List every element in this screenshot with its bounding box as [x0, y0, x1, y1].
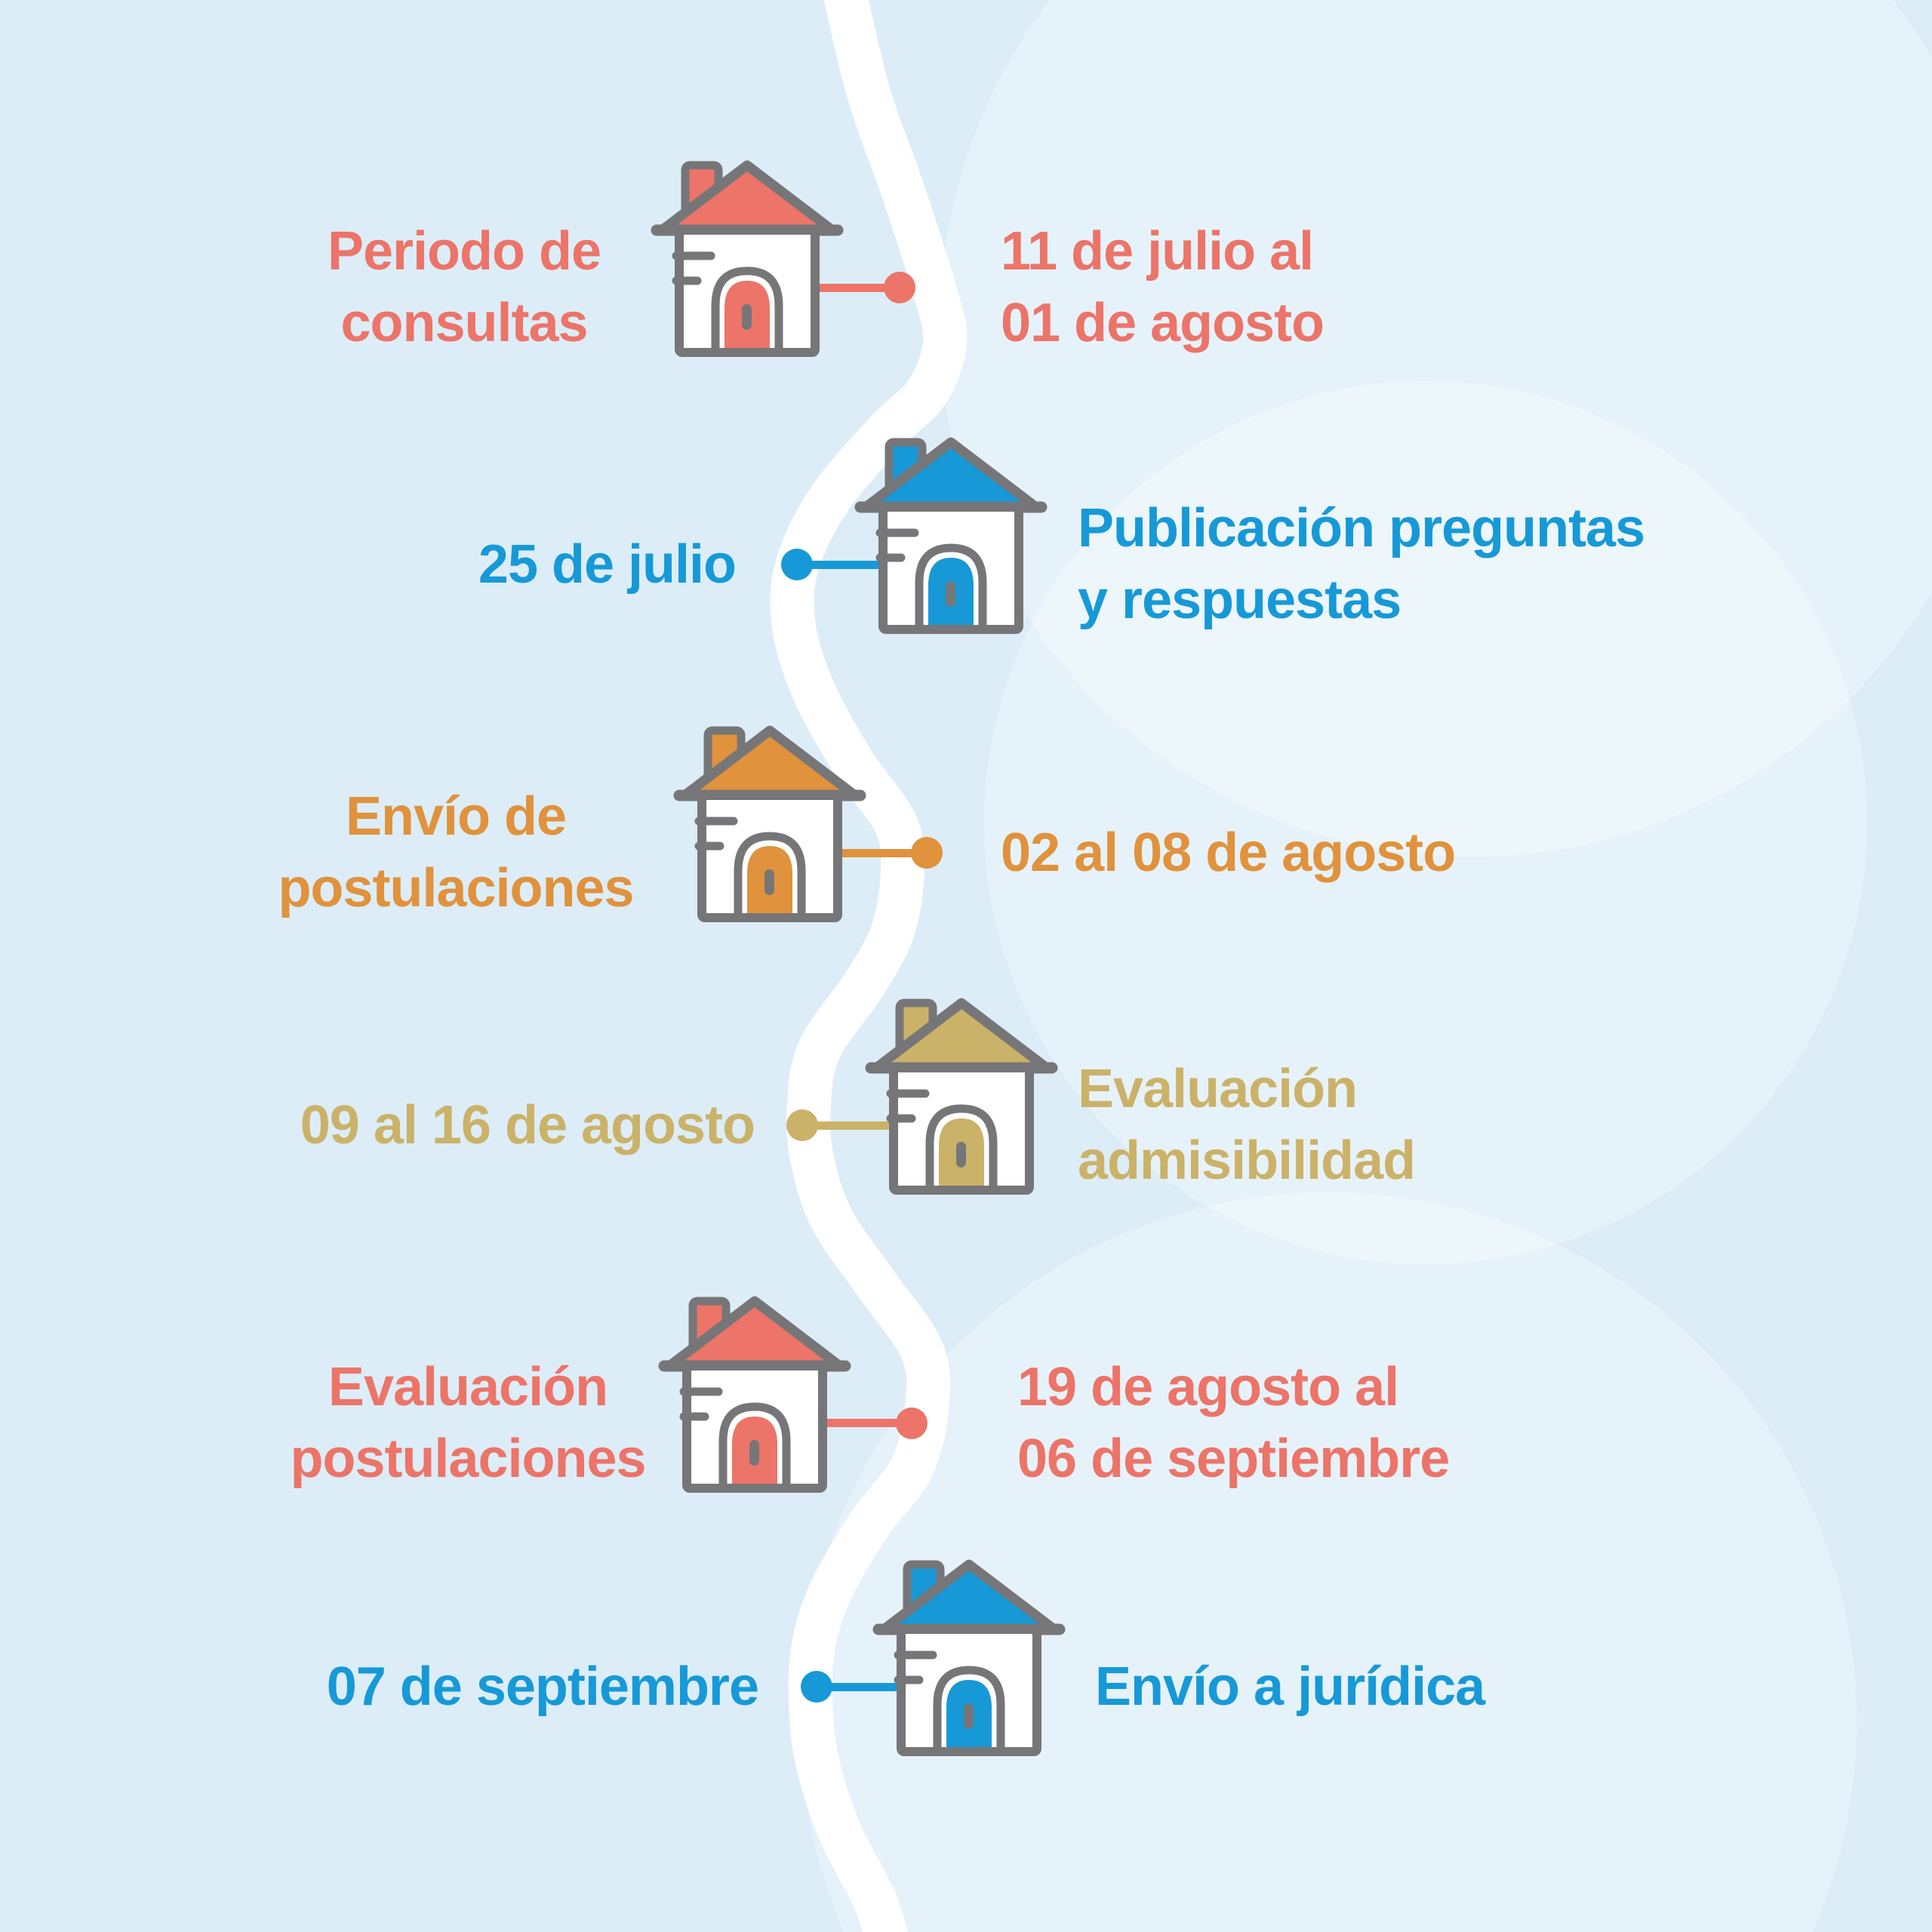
house-icon [863, 995, 1060, 1201]
connector-dot [786, 1109, 818, 1141]
connector-dot [884, 272, 915, 303]
connector-line [802, 1121, 892, 1130]
stage-label: Envío de postulaciones [278, 786, 634, 918]
faint-circle [940, 0, 1932, 857]
connector-dot [781, 549, 813, 580]
house-icon [853, 435, 1049, 640]
date-label: 07 de septiembre [326, 1657, 759, 1717]
faint-circle [984, 381, 1867, 1264]
connector-line [817, 1683, 900, 1691]
connector-line [824, 1419, 912, 1427]
connector-dot [801, 1671, 832, 1703]
house-icon [871, 1557, 1067, 1762]
timeline-path [770, 0, 968, 1932]
house-icon [672, 723, 868, 928]
date-label: 09 al 16 de agosto [300, 1095, 755, 1155]
date-label: 02 al 08 de agosto [1001, 823, 1456, 883]
stage-label: Evaluación admisibilidad [1078, 1059, 1416, 1191]
stage-label: Envío a jurídica [1095, 1657, 1485, 1717]
stage-label: Evaluación postulaciones [290, 1357, 646, 1489]
connector-line [839, 849, 927, 857]
date-label: 11 de julio al 01 de agosto [1001, 221, 1324, 353]
connector-dot [896, 1407, 928, 1439]
date-label: 19 de agosto al 06 de septiembre [1017, 1357, 1450, 1489]
stage-label: Periodo de consultas [327, 221, 601, 353]
house-icon [657, 1294, 853, 1499]
connector-line [817, 284, 900, 292]
connector-line [797, 561, 881, 569]
faint-circle [800, 1192, 1857, 1932]
date-label: 25 de julio [478, 534, 737, 595]
house-icon [649, 158, 845, 363]
connector-dot [911, 837, 943, 869]
stage-label: Publicación preguntas y respuestas [1078, 498, 1645, 630]
